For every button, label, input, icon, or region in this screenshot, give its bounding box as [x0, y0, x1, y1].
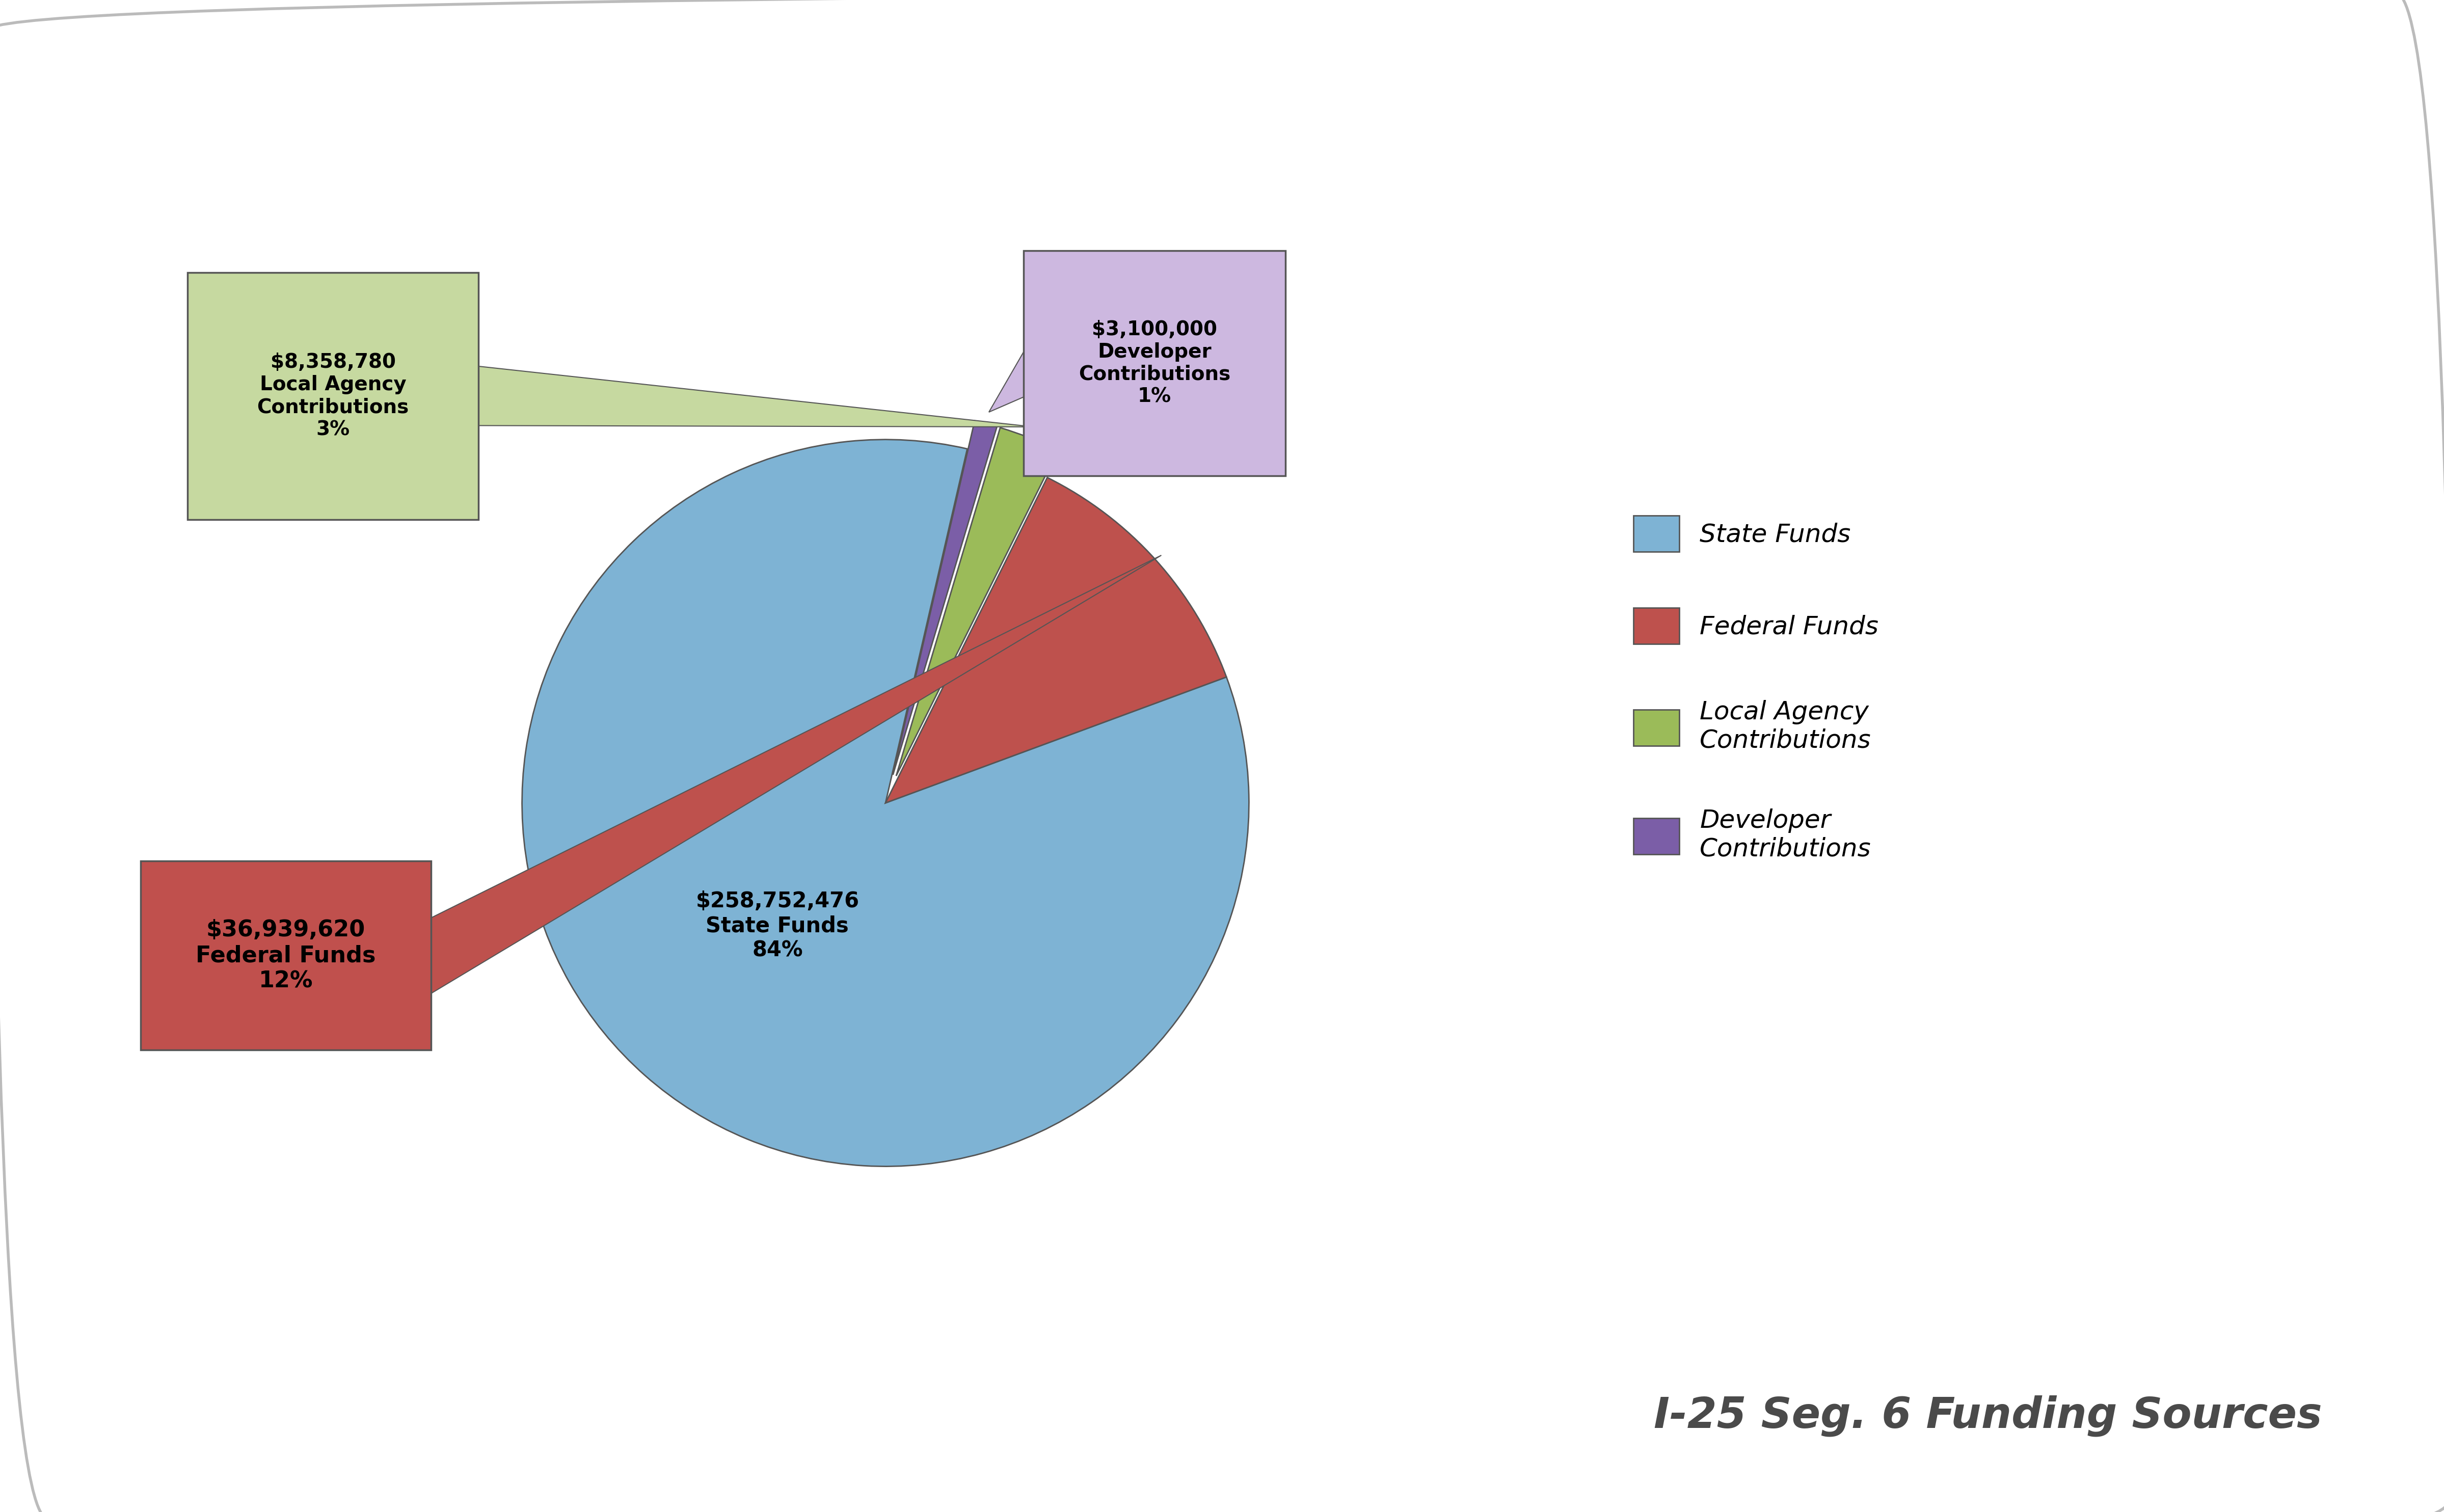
- Wedge shape: [892, 420, 997, 774]
- Polygon shape: [430, 555, 1161, 993]
- Text: I-25 Seg. 6 Funding Sources: I-25 Seg. 6 Funding Sources: [1655, 1396, 2322, 1436]
- Wedge shape: [897, 428, 1058, 776]
- Polygon shape: [479, 366, 1034, 426]
- Text: $8,358,780
Local Agency
Contributions
3%: $8,358,780 Local Agency Contributions 3%: [257, 352, 408, 438]
- Wedge shape: [885, 478, 1227, 803]
- Text: $36,939,620
Federal Funds
12%: $36,939,620 Federal Funds 12%: [196, 919, 376, 992]
- Legend: State Funds, Federal Funds, Local Agency
Contributions, Developer
Contributions: State Funds, Federal Funds, Local Agency…: [1623, 505, 1889, 871]
- Wedge shape: [523, 440, 1249, 1166]
- Text: $3,100,000
Developer
Contributions
1%: $3,100,000 Developer Contributions 1%: [1078, 321, 1229, 407]
- FancyBboxPatch shape: [1024, 251, 1286, 476]
- FancyBboxPatch shape: [139, 862, 430, 1051]
- Polygon shape: [990, 352, 1024, 413]
- Text: $258,752,476
State Funds
84%: $258,752,476 State Funds 84%: [697, 891, 860, 962]
- FancyBboxPatch shape: [188, 272, 479, 520]
